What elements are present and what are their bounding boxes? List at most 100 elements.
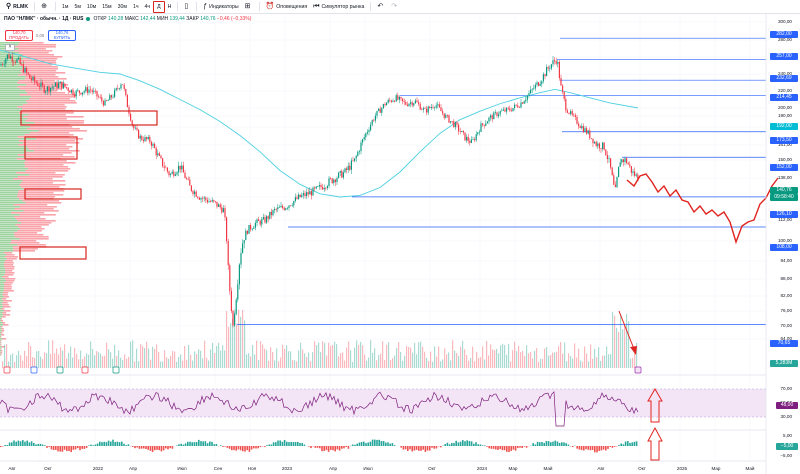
arrow-drawings[interactable]: [618, 310, 663, 461]
candle-body: [40, 82, 42, 87]
profile-bar: [0, 208, 15, 210]
macd-histogram-bar: [57, 446, 59, 452]
candle-body: [538, 82, 540, 86]
volume-bar: [488, 355, 490, 368]
candle-body: [498, 114, 500, 116]
candle-body: [592, 138, 594, 144]
candle-body: [379, 108, 381, 113]
chart-canvas[interactable]: [0, 14, 800, 474]
candle-body: [541, 81, 543, 85]
volume-bar: [270, 347, 272, 368]
macd-histogram-bar: [103, 441, 105, 446]
candle-body: [221, 207, 223, 213]
alarm-icon: ⏰: [265, 3, 275, 10]
profile-bar: [2, 276, 9, 278]
candle-body: [414, 100, 416, 104]
profile-bar: [21, 54, 54, 56]
interval-30m[interactable]: 30м: [117, 3, 127, 10]
macd-histogram-bar: [479, 444, 482, 446]
alerts-button[interactable]: ⏰ Оповещения: [263, 1, 311, 13]
horizontal-levels[interactable]: [237, 37, 766, 325]
macd-histogram-bar: [134, 446, 136, 449]
compare-button[interactable]: ⊕: [38, 1, 52, 13]
candle-body: [427, 106, 429, 113]
interval-15m[interactable]: 15м: [102, 3, 112, 10]
profile-bar: [19, 42, 44, 44]
candle-body: [570, 111, 572, 114]
undo-button[interactable]: ↶: [374, 1, 388, 13]
candle-body: [94, 90, 96, 92]
volume-bar: [526, 345, 528, 368]
volume-bar: [444, 348, 446, 368]
candle-body: [50, 87, 52, 92]
candle-body: [440, 107, 442, 112]
candle-body: [254, 222, 256, 228]
profile-bar: [0, 132, 31, 134]
macd-histogram-bar: [343, 446, 345, 449]
replay-button[interactable]: ⏮ Симулятор рынка: [310, 1, 367, 13]
candle-body: [16, 59, 18, 63]
volume-bar: [536, 348, 538, 368]
volume-bar: [76, 353, 78, 368]
interval-1w[interactable]: Н: [167, 3, 172, 10]
volume-bar: [180, 354, 182, 368]
candle-body: [46, 86, 48, 92]
candle-body: [291, 205, 293, 206]
volume-bar: [190, 354, 192, 368]
volume-bar: [538, 361, 540, 368]
volume-bar: [144, 348, 146, 368]
volume-bar: [480, 357, 482, 368]
profile-bar: [29, 98, 71, 100]
event-markers[interactable]: [3, 366, 642, 374]
interval-1d[interactable]: Д: [153, 0, 165, 13]
price-tick: 300,00: [777, 19, 792, 24]
sell-button[interactable]: 140,70 ПРОДАТЬ: [5, 30, 33, 41]
candle-body: [443, 113, 445, 118]
rectangle-drawings[interactable]: [19, 110, 158, 260]
volume-bar: [510, 361, 512, 368]
volume-bar: [416, 354, 418, 368]
collapse-legend-button[interactable]: ˄: [5, 44, 15, 51]
volume-bar: [50, 353, 52, 368]
symbol-search-button[interactable]: ⚲ RLMK: [3, 1, 31, 13]
high-value: 142,44: [140, 16, 156, 22]
indicators-button[interactable]: ƒ Индикаторы: [200, 1, 241, 13]
time-tick: 2024: [476, 466, 488, 471]
macd-histogram-bar: [46, 446, 48, 448]
profile-bar: [26, 84, 69, 86]
candle-body: [518, 107, 520, 108]
candle-body: [515, 104, 517, 106]
candle-body: [13, 61, 15, 63]
interval-10m[interactable]: 10м: [86, 3, 97, 10]
volume-bar: [158, 352, 160, 368]
chart-type-button[interactable]: ▯: [181, 1, 193, 13]
interval-5m[interactable]: 5м: [74, 3, 81, 10]
volume-bar: [576, 357, 578, 368]
redo-button[interactable]: ↷: [388, 1, 402, 13]
volume-bar: [276, 348, 278, 368]
interval-4h[interactable]: 4ч: [144, 3, 151, 10]
interval-1m[interactable]: 1м: [62, 3, 69, 10]
macd-histogram-bar: [415, 446, 418, 450]
forecast-drawing[interactable]: [626, 173, 779, 245]
macd-histogram-bar: [426, 446, 429, 451]
buy-button[interactable]: 140,76 КУПИТЬ: [48, 30, 76, 41]
volume-bar: [16, 355, 18, 368]
candle-body: [456, 122, 458, 125]
profile-bar: [0, 292, 3, 294]
macd-histogram-bar: [519, 446, 521, 448]
profile-bar: [0, 352, 3, 354]
interval-1h[interactable]: 1ч: [132, 3, 139, 10]
volume-bar: [60, 347, 62, 368]
candle-body: [410, 102, 412, 104]
volume-bar: [146, 341, 148, 368]
legend-title[interactable]: ПАО "НЛМК" · обычн. · 1Д · RUS: [4, 16, 84, 22]
candle-body: [483, 124, 485, 126]
macd-histogram-bar: [486, 446, 488, 447]
macd-histogram-bar: [380, 441, 383, 446]
volume-bar: [482, 346, 484, 368]
volume-bar: [142, 346, 144, 368]
price-tick: 112,00: [778, 217, 792, 222]
candle-body: [349, 165, 351, 170]
templates-button[interactable]: ⊞: [242, 1, 256, 13]
